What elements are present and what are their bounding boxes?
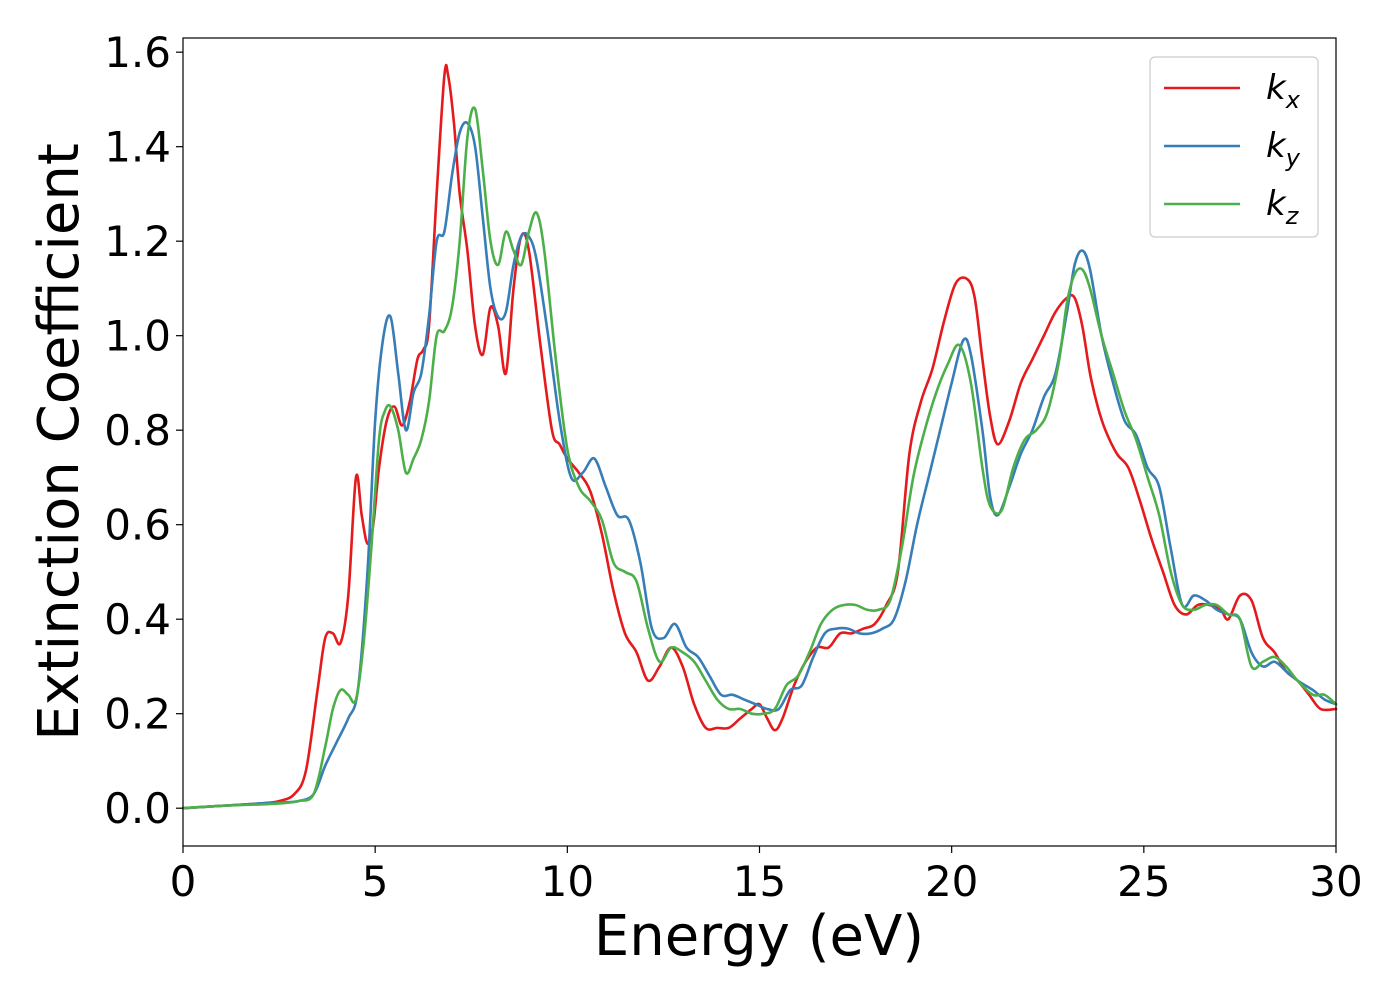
y-tick-label: 1.4: [104, 123, 171, 172]
series-layer: [181, 63, 1338, 810]
y-tick-label: 0.8: [104, 406, 171, 455]
x-axis-ticks: 0 5 10 15 20 25 30: [170, 846, 1363, 906]
x-tick-label: 0: [170, 857, 197, 906]
legend-label-z: kz: [1266, 184, 1300, 230]
y-tick-label: 1.2: [104, 217, 171, 266]
y-tick-label: 0.4: [104, 595, 171, 644]
y-tick-label: 0.2: [104, 690, 171, 739]
y-tick-label: 1.0: [104, 312, 171, 361]
legend-label-subscript: z: [1285, 202, 1300, 230]
y-tick-label: 0.0: [104, 784, 171, 833]
legend-label-base: k: [1266, 68, 1287, 108]
y-tick-label: 0.6: [104, 501, 171, 550]
x-tick-label: 10: [541, 857, 594, 906]
x-tick-label: 15: [733, 857, 786, 906]
x-tick-label: 20: [925, 857, 978, 906]
y-tick-label: 1.6: [104, 28, 171, 77]
y-axis-ticks: 0.0 0.2 0.4 0.6 0.8 1.0 1.2 1.4 1.6: [104, 28, 183, 833]
series-line-z: [181, 106, 1338, 810]
x-axis-label: Energy (eV): [594, 904, 924, 969]
legend-label-x: kx: [1266, 68, 1301, 114]
legend-label-subscript: x: [1285, 86, 1301, 114]
legend-label-base: k: [1266, 126, 1287, 166]
legend-label-subscript: y: [1285, 144, 1301, 172]
x-tick-label: 30: [1309, 857, 1362, 906]
y-axis-label: Extinction Coefficient: [27, 143, 92, 741]
x-tick-label: 25: [1117, 857, 1170, 906]
legend-label-base: k: [1266, 184, 1287, 224]
legend-label-y: ky: [1266, 126, 1301, 172]
x-tick-label: 5: [362, 857, 389, 906]
